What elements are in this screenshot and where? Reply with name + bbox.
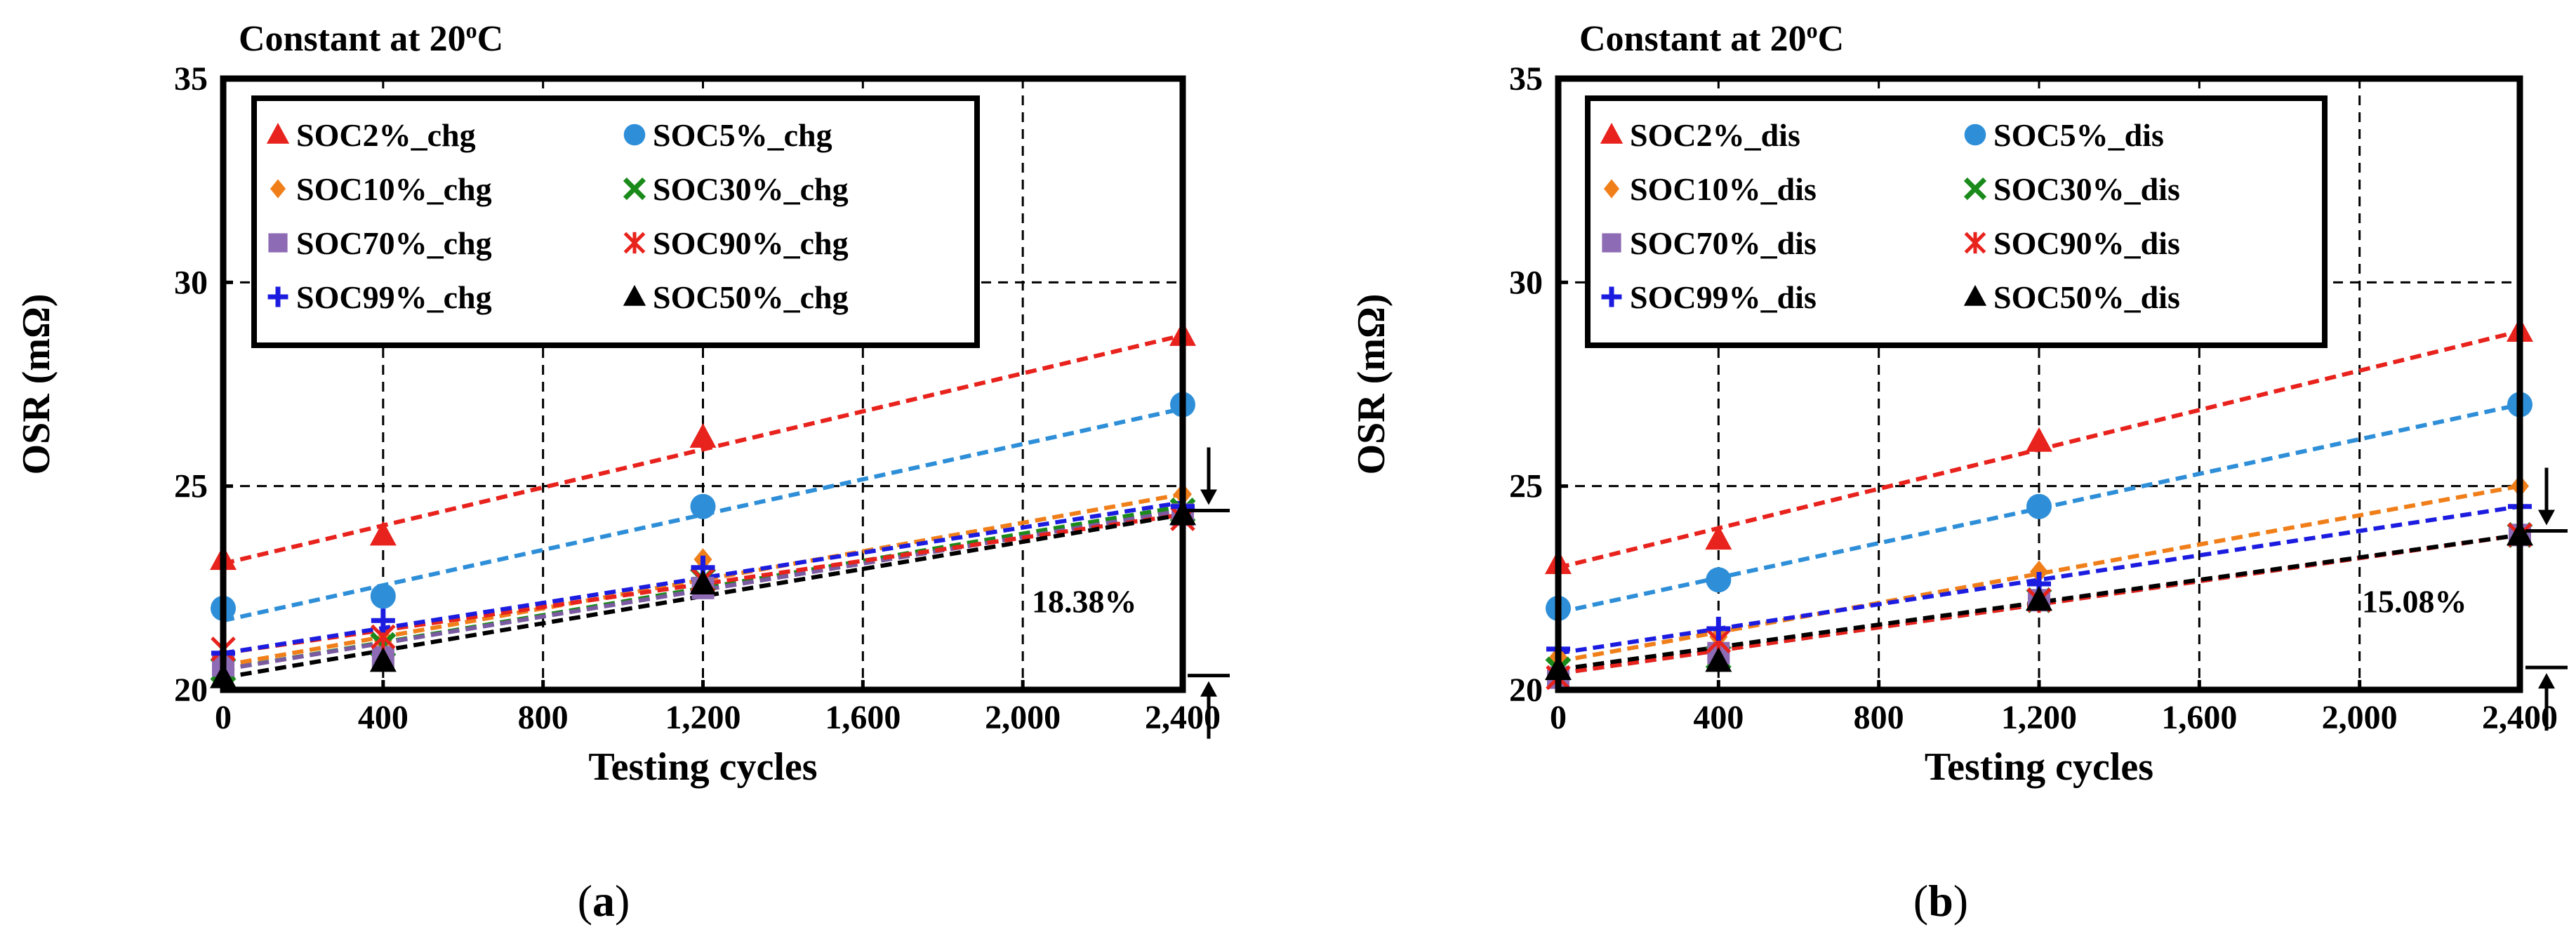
legend-marker-SOC5%_dis [1964,124,1986,146]
chart-title-text: Constant at 20 [1579,19,1807,59]
legend-marker-SOC90%_dis [1964,232,1986,254]
caption-letter: a [592,876,615,926]
legend-label-SOC90%_chg: SOC90%_chg [653,225,849,261]
legend-marker-SOC50%_dis [1963,285,1987,306]
caption-close-paren: ) [1953,876,1968,926]
legend-marker-SOC10%_dis [1603,179,1620,199]
x-tick-label: 400 [358,699,409,736]
legend-label-SOC70%_dis: SOC70%_dis [1630,225,1817,261]
data-point-SOC50%_dis [2026,586,2052,611]
legend-marker-SOC50%_chg [623,285,646,306]
legend-label-SOC50%_dis: SOC50%_dis [1993,279,2180,315]
y-tick-label: 35 [1509,60,1543,98]
x-axis-label: Testing cycles [1925,745,2153,789]
x-tick-label: 0 [1550,699,1567,736]
x-tick-label: 400 [1693,699,1744,736]
x-tick-label: 1,200 [665,699,741,736]
data-point-SOC10%_dis [2030,560,2048,583]
y-tick-label: 20 [174,672,208,709]
legend-label-SOC10%_chg: SOC10%_chg [296,171,492,207]
data-point-SOC50%_chg [689,570,717,595]
legend-label-SOC30%_chg: SOC30%_chg [653,171,849,207]
data-point-SOC2%_dis [2026,427,2052,452]
legend-label-SOC50%_chg: SOC50%_chg [653,279,849,315]
chart-title-suffix: C [1818,19,1845,59]
annotation-up-arrow-head [2538,673,2555,689]
data-point-SOC5%_chg [370,583,396,609]
data-point-SOC50%_dis [1705,647,1732,672]
legend-box [1585,95,2328,348]
annotation-down-arrow-head [1200,489,1217,505]
x-tick-label: 800 [518,699,569,736]
legend-box [251,95,980,348]
chart-title-suffix: C [477,19,504,59]
legend-marker-SOC99%_dis [1601,286,1622,307]
legend-label-SOC70%_chg: SOC70%_chg [296,225,492,261]
annotation-percentage: 18.38% [1032,584,1137,620]
chart-title: Constant at 20oC [239,18,503,59]
x-tick-label: 2,000 [985,699,1061,736]
panel-caption: (b) [1913,876,1968,926]
x-tick-label: 1,200 [2001,699,2077,736]
legend-label-SOC99%_chg: SOC99%_chg [296,279,492,315]
y-tick-label: 30 [1509,264,1543,301]
chart-title: Constant at 20oC [1579,18,1844,59]
x-axis-label: Testing cycles [588,745,817,789]
y-axis-label: OSR (mΩ) [1350,294,1393,475]
legend-marker-SOC70%_chg [268,233,288,253]
data-point-SOC2%_chg [689,422,717,448]
annotation-up-arrow-head [1200,681,1217,697]
legend-label-SOC2%_chg: SOC2%_chg [296,117,476,153]
data-point-SOC99%_chg [371,608,395,633]
legend-label-SOC90%_dis: SOC90%_dis [1993,225,2180,261]
data-point-SOC2%_chg [369,521,397,546]
x-tick-label: 800 [1854,699,1904,736]
x-tick-label: 2,000 [2322,699,2398,736]
caption-letter: b [1928,876,1953,926]
data-point-SOC5%_chg [690,493,716,519]
chart-title-superscript: o [1807,18,1818,43]
annotation-percentage: 15.08% [2362,584,2467,620]
y-tick-label: 30 [174,264,208,301]
legend-label-SOC10%_dis: SOC10%_dis [1630,171,1817,207]
legend-marker-SOC90%_chg [623,232,646,254]
data-point-SOC2%_dis [1705,525,1732,550]
data-point-SOC5%_dis [1706,567,1732,593]
y-axis-label: OSR (mΩ) [15,294,58,475]
legend-marker-SOC30%_dis [1963,177,1987,201]
annotation-down-arrow-head [2538,509,2555,526]
legend-marker-SOC99%_chg [267,286,288,307]
legend-marker-SOC2%_chg [266,123,290,144]
legend-marker-SOC5%_chg [623,124,646,146]
x-tick-label: 1,600 [2161,699,2237,736]
data-point-SOC99%_dis [1706,616,1731,641]
legend-label-SOC2%_dis: SOC2%_dis [1630,117,1800,153]
data-point-SOC5%_dis [2026,493,2052,519]
legend-marker-SOC10%_chg [270,179,286,199]
caption-close-paren: ) [615,876,630,926]
legend-label-SOC30%_dis: SOC30%_dis [1993,171,2180,207]
legend-label-SOC5%_dis: SOC5%_dis [1993,117,2164,153]
chart-title-text: Constant at 20 [239,19,466,59]
x-tick-label: 0 [215,699,232,736]
caption-open-paren: ( [1913,876,1928,926]
caption-open-paren: ( [578,876,592,926]
x-tick-label: 1,600 [825,699,901,736]
chart-title-superscript: o [466,18,477,43]
panel-caption: (a) [578,876,630,926]
legend-label-SOC99%_dis: SOC99%_dis [1630,279,1817,315]
legend-marker-SOC30%_chg [623,177,646,201]
y-tick-label: 20 [1509,672,1543,709]
y-tick-label: 25 [174,468,208,505]
legend-marker-SOC2%_dis [1600,123,1624,144]
legend-marker-SOC70%_dis [1602,233,1621,253]
y-tick-label: 25 [1509,468,1543,505]
data-point-SOC50%_chg [369,647,397,672]
legend-label-SOC5%_chg: SOC5%_chg [653,117,832,153]
y-tick-label: 35 [174,60,208,98]
